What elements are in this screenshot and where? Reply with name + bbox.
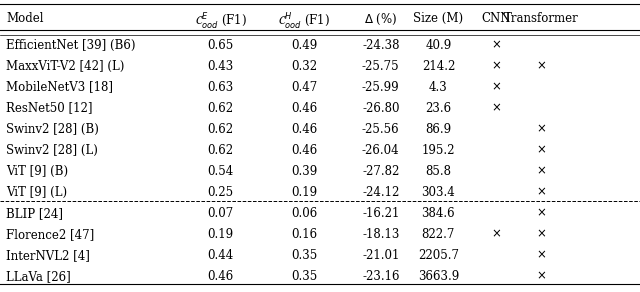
Text: 0.63: 0.63: [207, 81, 234, 94]
Text: 0.47: 0.47: [291, 81, 317, 94]
Text: 0.32: 0.32: [291, 60, 317, 73]
Text: $\times$: $\times$: [536, 270, 546, 283]
Text: CNN: CNN: [481, 12, 511, 25]
Text: $\times$: $\times$: [491, 60, 501, 73]
Text: 822.7: 822.7: [422, 228, 455, 241]
Text: -16.21: -16.21: [362, 207, 399, 220]
Text: 0.16: 0.16: [291, 228, 317, 241]
Text: $\times$: $\times$: [491, 102, 501, 115]
Text: -27.82: -27.82: [362, 165, 399, 178]
Text: ViT [9] (B): ViT [9] (B): [6, 165, 68, 178]
Text: $\mathcal{C}_{ood}^{H}$ (F1): $\mathcal{C}_{ood}^{H}$ (F1): [278, 12, 330, 32]
Text: 214.2: 214.2: [422, 60, 455, 73]
Text: $\mathcal{C}_{ood}^{E}$ (F1): $\mathcal{C}_{ood}^{E}$ (F1): [195, 12, 247, 32]
Text: 0.19: 0.19: [291, 186, 317, 199]
Text: 85.8: 85.8: [426, 165, 451, 178]
Text: 0.46: 0.46: [291, 102, 317, 115]
Text: 0.06: 0.06: [291, 207, 317, 220]
Text: Swinv2 [28] (B): Swinv2 [28] (B): [6, 123, 99, 136]
Text: LLaVa [26]: LLaVa [26]: [6, 270, 71, 283]
Text: $\times$: $\times$: [536, 123, 546, 136]
Text: 0.62: 0.62: [208, 123, 234, 136]
Text: 0.35: 0.35: [291, 270, 317, 283]
Text: InterNVL2 [4]: InterNVL2 [4]: [6, 249, 90, 262]
Text: Model: Model: [6, 12, 44, 25]
Text: $\times$: $\times$: [536, 60, 546, 73]
Text: -18.13: -18.13: [362, 228, 399, 241]
Text: -24.38: -24.38: [362, 39, 399, 52]
Text: 0.19: 0.19: [208, 228, 234, 241]
Text: -26.04: -26.04: [362, 144, 399, 157]
Text: 0.39: 0.39: [291, 165, 317, 178]
Text: Florence2 [47]: Florence2 [47]: [6, 228, 95, 241]
Text: 0.65: 0.65: [207, 39, 234, 52]
Text: -24.12: -24.12: [362, 186, 399, 199]
Text: Swinv2 [28] (L): Swinv2 [28] (L): [6, 144, 99, 157]
Text: -23.16: -23.16: [362, 270, 399, 283]
Text: $\times$: $\times$: [536, 165, 546, 178]
Text: 0.07: 0.07: [207, 207, 234, 220]
Text: 40.9: 40.9: [425, 39, 452, 52]
Text: ViT [9] (L): ViT [9] (L): [6, 186, 68, 199]
Text: 0.49: 0.49: [291, 39, 317, 52]
Text: $\times$: $\times$: [536, 144, 546, 157]
Text: MaxxViT-V2 [42] (L): MaxxViT-V2 [42] (L): [6, 60, 125, 73]
Text: 0.62: 0.62: [208, 102, 234, 115]
Text: -26.80: -26.80: [362, 102, 399, 115]
Text: -25.75: -25.75: [362, 60, 399, 73]
Text: 0.46: 0.46: [291, 144, 317, 157]
Text: Size (M): Size (M): [413, 12, 463, 25]
Text: 0.43: 0.43: [207, 60, 234, 73]
Text: $\times$: $\times$: [536, 186, 546, 199]
Text: $\times$: $\times$: [491, 39, 501, 52]
Text: 4.3: 4.3: [429, 81, 448, 94]
Text: 0.54: 0.54: [207, 165, 234, 178]
Text: 3663.9: 3663.9: [418, 270, 459, 283]
Text: $\times$: $\times$: [491, 81, 501, 94]
Text: 0.35: 0.35: [291, 249, 317, 262]
Text: 0.44: 0.44: [207, 249, 234, 262]
Text: 0.46: 0.46: [291, 123, 317, 136]
Text: 303.4: 303.4: [422, 186, 455, 199]
Text: 384.6: 384.6: [422, 207, 455, 220]
Text: 0.25: 0.25: [208, 186, 234, 199]
Text: -21.01: -21.01: [362, 249, 399, 262]
Text: -25.99: -25.99: [362, 81, 399, 94]
Text: $\times$: $\times$: [491, 228, 501, 241]
Text: EfficientNet [39] (B6): EfficientNet [39] (B6): [6, 39, 136, 52]
Text: $\times$: $\times$: [536, 228, 546, 241]
Text: 195.2: 195.2: [422, 144, 455, 157]
Text: MobileNetV3 [18]: MobileNetV3 [18]: [6, 81, 113, 94]
Text: $\Delta$ (%): $\Delta$ (%): [364, 12, 397, 27]
Text: 23.6: 23.6: [426, 102, 451, 115]
Text: $\times$: $\times$: [536, 249, 546, 262]
Text: 2205.7: 2205.7: [418, 249, 459, 262]
Text: -25.56: -25.56: [362, 123, 399, 136]
Text: 0.62: 0.62: [208, 144, 234, 157]
Text: BLIP [24]: BLIP [24]: [6, 207, 63, 220]
Text: $\times$: $\times$: [536, 207, 546, 220]
Text: 0.46: 0.46: [207, 270, 234, 283]
Text: 86.9: 86.9: [426, 123, 451, 136]
Text: Transformer: Transformer: [504, 12, 578, 25]
Text: ResNet50 [12]: ResNet50 [12]: [6, 102, 93, 115]
